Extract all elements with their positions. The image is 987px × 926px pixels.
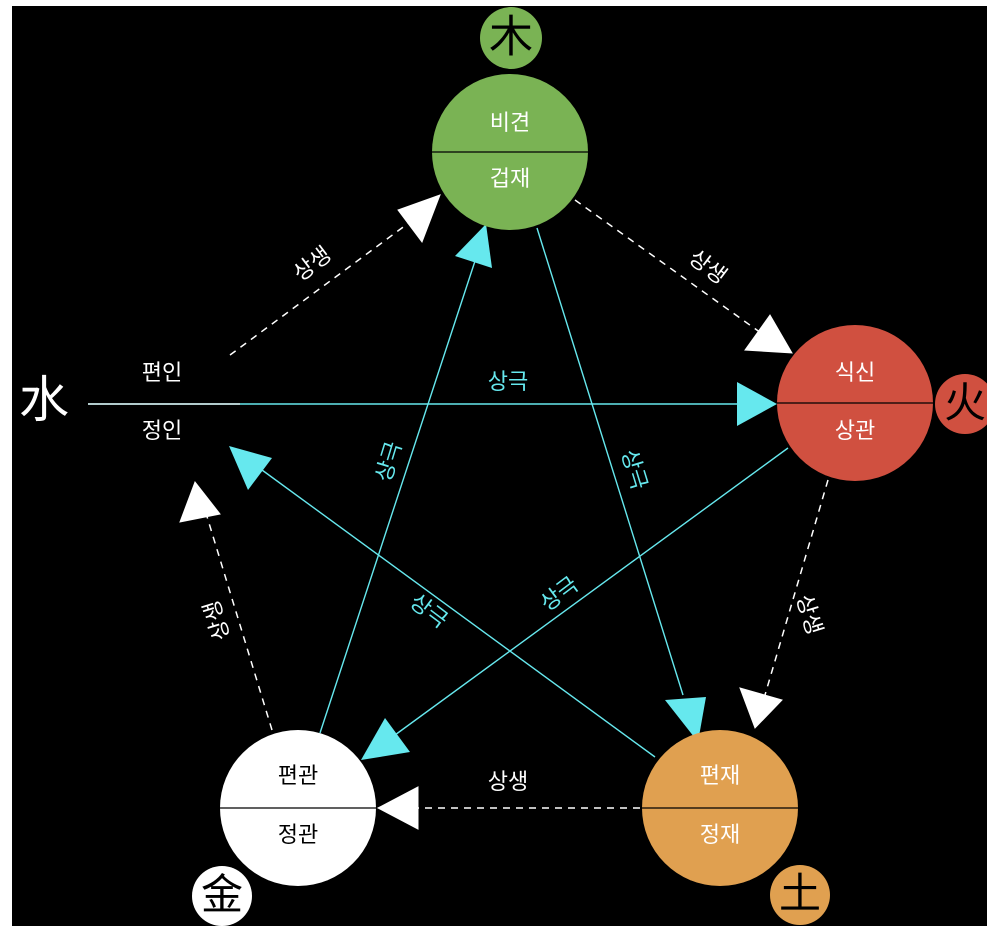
label-generating-water-wood: 상생 xyxy=(289,242,336,286)
label-controlling-earth-water: 상극 xyxy=(405,589,452,633)
arrow-wood-to-fire xyxy=(574,199,769,339)
arrowhead-wood-to-fire xyxy=(744,314,793,354)
node-water: 水 편인 정인 xyxy=(19,361,240,444)
label-controlling-fire-metal: 상극 xyxy=(536,572,583,616)
arrowhead-fire-to-earth xyxy=(739,687,783,729)
wood-symbol: 木 xyxy=(489,12,533,63)
arrowhead-water-to-fire xyxy=(737,382,777,426)
node-earth: 편재 정재 土 xyxy=(642,730,830,925)
metal-symbol-badge xyxy=(192,866,252,926)
earth-bottom-label: 정재 xyxy=(700,823,740,848)
fire-top-label: 식신 xyxy=(835,361,875,386)
node-wood: 木 비견 겁재 xyxy=(432,7,588,230)
node-metal: 편관 정관 金 xyxy=(192,730,376,926)
node-fire: 식신 상관 火 xyxy=(777,325,987,481)
wood-symbol-badge xyxy=(480,7,542,69)
water-top-label: 편인 xyxy=(142,361,182,386)
label-controlling-water-fire: 상극 xyxy=(488,370,528,395)
arrowhead-wood-to-earth xyxy=(665,697,706,742)
fire-bottom-label: 상관 xyxy=(835,419,875,444)
arrow-fire-to-earth xyxy=(764,479,829,696)
arrowhead-water-to-wood xyxy=(397,194,441,244)
earth-symbol: 土 xyxy=(779,869,821,918)
label-generating-metal-water: 상생 xyxy=(200,597,236,643)
arrow-metal-to-wood xyxy=(319,257,477,734)
water-bottom-label: 정인 xyxy=(142,419,182,444)
metal-bottom-label: 정관 xyxy=(278,823,318,848)
arrowhead-earth-to-water xyxy=(229,446,272,490)
label-controlling-wood-earth: 상극 xyxy=(616,447,652,493)
arrow-fire-to-metal xyxy=(394,447,789,736)
fire-symbol-badge xyxy=(935,374,987,434)
arrowhead-metal-to-wood xyxy=(455,224,492,268)
water-symbol: 水 xyxy=(19,371,69,429)
label-controlling-metal-wood: 상극 xyxy=(372,439,408,485)
wood-bottom-label: 겁재 xyxy=(490,167,530,192)
label-generating-wood-fire: 상생 xyxy=(684,245,731,289)
label-generating-earth-metal: 상생 xyxy=(488,770,528,795)
label-generating-fire-earth: 상생 xyxy=(791,592,827,638)
fire-symbol: 火 xyxy=(944,378,986,427)
arrowhead-fire-to-metal xyxy=(361,718,410,760)
metal-symbol: 金 xyxy=(201,870,243,919)
metal-top-label: 편관 xyxy=(278,764,318,789)
arrow-wood-to-earth xyxy=(536,227,684,696)
arrowhead-earth-to-metal xyxy=(376,786,419,830)
arrow-water-to-wood xyxy=(229,221,411,356)
arrowhead-metal-to-water xyxy=(179,480,221,523)
wood-top-label: 비견 xyxy=(490,111,530,136)
earth-symbol-badge xyxy=(770,865,830,925)
earth-top-label: 편재 xyxy=(700,764,740,789)
arrow-earth-to-water xyxy=(261,469,656,758)
